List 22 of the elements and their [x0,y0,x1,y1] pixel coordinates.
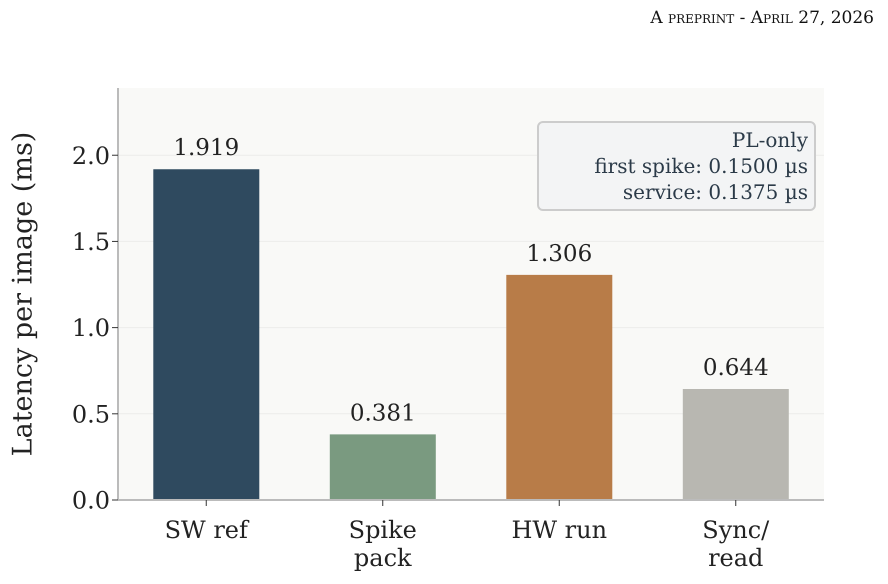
data-label: 1.919 [173,135,240,162]
y-tick-label: 0.5 [72,400,110,428]
x-tick-label: Spike pack [348,516,417,572]
x-tick-label: HW run [511,516,608,544]
bar [153,169,260,500]
bar [330,434,436,500]
annotation: first spike: 0.1500 µs [593,153,808,179]
y-axis-title: Latency per image (ms) [8,132,39,456]
data-label: 0.381 [350,400,416,426]
data-label: 0.644 [702,354,769,381]
text: A preprint - April 27, 2026 [650,8,874,28]
data-label: 1.306 [526,240,592,267]
legend-box: PL-only first spike: 0.1500 µs service: 0.1375 µs [537,121,816,211]
annotation: PL-only [730,127,808,153]
x-tick-label: Sync/ read [702,516,770,572]
y-tick-label: 2.0 [72,142,110,170]
x-tick-label: SW ref [164,516,250,544]
y-tick-label: 1.0 [72,314,110,342]
y-tick-label: 1.5 [72,228,110,256]
annotation: service: 0.1375 µs [622,179,808,205]
y-tick-label: 0.0 [72,486,110,515]
bar [506,274,612,500]
